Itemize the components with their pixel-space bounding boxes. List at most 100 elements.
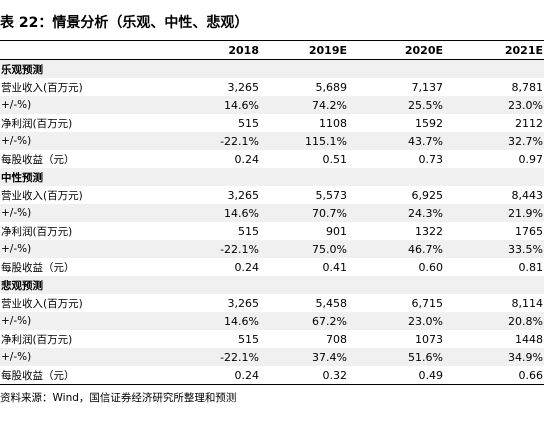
cell-value: 0.24 bbox=[234, 152, 260, 166]
cell-value: 6,715 bbox=[411, 296, 444, 310]
row-label: +/-%) bbox=[0, 240, 170, 258]
table-row: 乐观预测 bbox=[0, 59, 544, 78]
row-label: 每股收益（元） bbox=[1, 261, 75, 274]
table-row: +/-%) -22.1% 115.1% 43.7% 32.7% bbox=[0, 132, 544, 150]
cell-value: 43.7% bbox=[348, 132, 444, 150]
cell-value: 14.6% bbox=[170, 96, 260, 114]
cell-value: 21.9% bbox=[444, 204, 544, 222]
cell-value: 37.4% bbox=[260, 348, 348, 366]
empty-cell bbox=[170, 168, 260, 186]
table-row: 悲观预测 bbox=[0, 276, 544, 294]
cell-value: 23.0% bbox=[348, 312, 444, 330]
row-label: +/-%) bbox=[0, 132, 170, 150]
row-label: +/-%) bbox=[0, 204, 170, 222]
empty-cell bbox=[170, 276, 260, 294]
cell-value: 515 bbox=[238, 224, 259, 238]
cell-value: 6,925 bbox=[411, 188, 444, 202]
cell-value: 25.5% bbox=[348, 96, 444, 114]
table-row: 每股收益（元） 0.24 0.41 0.60 0.81 bbox=[0, 258, 544, 276]
cell-value: 2112 bbox=[515, 116, 543, 130]
cell-value: 1765 bbox=[515, 224, 543, 238]
cell-value: 901 bbox=[326, 224, 347, 238]
row-label: 营业收入(百万元) bbox=[1, 189, 83, 202]
cell-value: 51.6% bbox=[348, 348, 444, 366]
cell-value: 74.2% bbox=[260, 96, 348, 114]
empty-cell bbox=[444, 276, 544, 294]
table-row: 中性预测 bbox=[0, 168, 544, 186]
cell-value: 115.1% bbox=[260, 132, 348, 150]
cell-value: 0.24 bbox=[170, 366, 260, 385]
cell-value: 8,114 bbox=[511, 296, 544, 310]
cell-value: 75.0% bbox=[260, 240, 348, 258]
cell-value: 708 bbox=[326, 332, 347, 346]
empty-cell bbox=[260, 168, 348, 186]
row-label: 每股收益（元） bbox=[1, 153, 75, 166]
empty-cell bbox=[260, 59, 348, 78]
cell-value: 3,265 bbox=[227, 80, 260, 94]
cell-value: 0.32 bbox=[260, 366, 348, 385]
header-row: 2018 2019E 2020E 2021E bbox=[0, 40, 544, 60]
cell-value: 32.7% bbox=[444, 132, 544, 150]
row-label: 每股收益（元） bbox=[0, 366, 170, 385]
cell-value: 5,689 bbox=[315, 80, 348, 94]
header-cell: 2020E bbox=[348, 40, 444, 60]
cell-value: 20.8% bbox=[444, 312, 544, 330]
table-row: +/-%) 14.6% 67.2% 23.0% 20.8% bbox=[0, 312, 544, 330]
cell-value: 8,443 bbox=[511, 188, 544, 202]
cell-value: 67.2% bbox=[260, 312, 348, 330]
cell-value: 0.60 bbox=[418, 260, 444, 274]
cell-value: 14.6% bbox=[170, 312, 260, 330]
header-cell: 2018 bbox=[170, 40, 260, 60]
cell-value: 1448 bbox=[515, 332, 543, 346]
row-label: +/-%) bbox=[0, 312, 170, 330]
cell-value: 1592 bbox=[415, 116, 443, 130]
cell-value: 0.81 bbox=[518, 260, 544, 274]
table-row: 净利润(百万元) 515 901 1322 1765 bbox=[0, 222, 544, 240]
cell-value: 3,265 bbox=[227, 188, 260, 202]
header-cell: 2021E bbox=[444, 40, 544, 60]
forecast-table: 2018 2019E 2020E 2021E 乐观预测营业收入(百万元) 3,265 5,… bbox=[0, 40, 544, 385]
cell-value: 7,137 bbox=[411, 80, 444, 94]
table-row: 净利润(百万元) 515 708 1073 1448 bbox=[0, 330, 544, 348]
row-label: +/-%) bbox=[0, 96, 170, 114]
empty-cell bbox=[170, 59, 260, 78]
cell-value: 0.41 bbox=[322, 260, 348, 274]
table-row: 营业收入(百万元) 3,265 5,573 6,925 8,443 bbox=[0, 186, 544, 204]
header-cell: 2019E bbox=[260, 40, 348, 60]
cell-value: 1322 bbox=[415, 224, 443, 238]
table-row: 净利润(百万元) 515 1108 1592 2112 bbox=[0, 114, 544, 132]
cell-value: 1073 bbox=[415, 332, 443, 346]
source-note: 资料来源：Wind，国信证券经济研究所整理和预测 bbox=[0, 392, 237, 404]
row-label: 乐观预测 bbox=[0, 59, 170, 78]
cell-value: 33.5% bbox=[444, 240, 544, 258]
empty-cell bbox=[348, 276, 444, 294]
row-label: 净利润(百万元) bbox=[1, 117, 73, 130]
table-row: +/-%) -22.1% 37.4% 51.6% 34.9% bbox=[0, 348, 544, 366]
cell-value: 24.3% bbox=[348, 204, 444, 222]
empty-cell bbox=[260, 276, 348, 294]
cell-value: 0.51 bbox=[322, 152, 348, 166]
cell-value: 70.7% bbox=[260, 204, 348, 222]
cell-value: 14.6% bbox=[170, 204, 260, 222]
table-row: 营业收入(百万元) 3,265 5,689 7,137 8,781 bbox=[0, 78, 544, 96]
empty-cell bbox=[444, 59, 544, 78]
table-body: 乐观预测 营业收入(百万元) 3,265 5,689 7,137 8,781 +/-%) 14… bbox=[0, 59, 544, 385]
row-label: 净利润(百万元) bbox=[1, 225, 73, 238]
table-row: 每股收益（元） 0.24 0.51 0.73 0.97 bbox=[0, 150, 544, 168]
row-label: +/-%) bbox=[0, 348, 170, 366]
cell-value: 46.7% bbox=[348, 240, 444, 258]
cell-value: 515 bbox=[238, 116, 259, 130]
table-row: +/-%) 14.6% 70.7% 24.3% 21.9% bbox=[0, 204, 544, 222]
cell-value: 5,573 bbox=[315, 188, 348, 202]
empty-cell bbox=[444, 168, 544, 186]
cell-value: -22.1% bbox=[170, 348, 260, 366]
table-row: +/-%) -22.1% 75.0% 46.7% 33.5% bbox=[0, 240, 544, 258]
row-label: 营业收入(百万元) bbox=[1, 81, 83, 94]
cell-value: -22.1% bbox=[170, 132, 260, 150]
header-blank bbox=[0, 40, 170, 60]
cell-value: 3,265 bbox=[227, 296, 260, 310]
row-label: 中性预测 bbox=[0, 168, 170, 186]
table-row: +/-%) 14.6% 74.2% 25.5% 23.0% bbox=[0, 96, 544, 114]
cell-value: 0.97 bbox=[518, 152, 544, 166]
